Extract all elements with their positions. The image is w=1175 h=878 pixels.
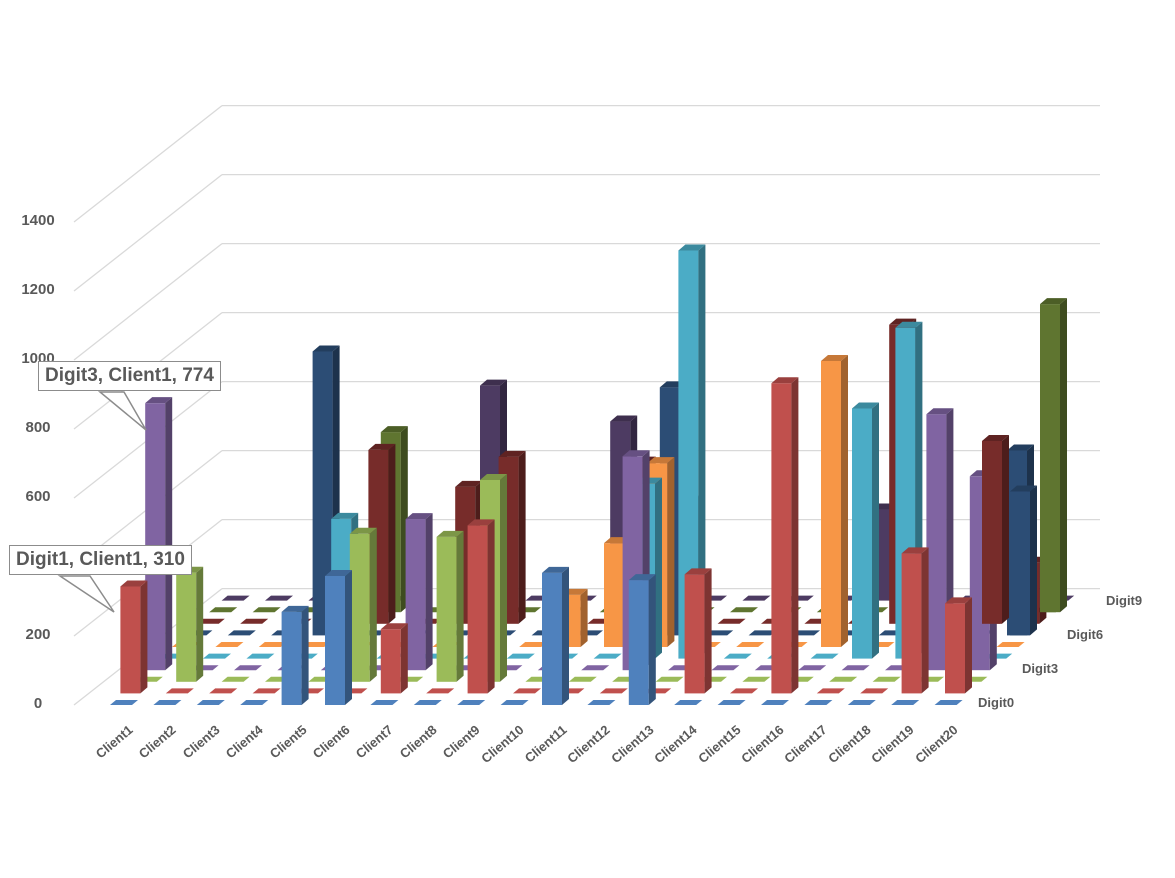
y-tick-label: 1200 — [21, 281, 55, 298]
y-tick-label: 800 — [25, 419, 51, 436]
data-label-callout-digit3-client1: Digit3, Client1, 774 — [38, 361, 221, 391]
bars — [120, 244, 1067, 705]
depth-label-digit9: Digit9 — [1106, 593, 1143, 608]
y-tick-label: 0 — [33, 695, 43, 712]
y-tick-label: 600 — [25, 488, 51, 505]
data-label-callout-digit1-client1: Digit1, Client1, 310 — [9, 545, 192, 575]
depth-label-digit3: Digit3 — [1022, 661, 1059, 676]
depth-label-digit0: Digit0 — [978, 695, 1015, 710]
depth-label-digit6: Digit6 — [1067, 627, 1104, 642]
y-tick-label: 200 — [25, 626, 51, 643]
y-tick-label: 1400 — [21, 212, 55, 229]
